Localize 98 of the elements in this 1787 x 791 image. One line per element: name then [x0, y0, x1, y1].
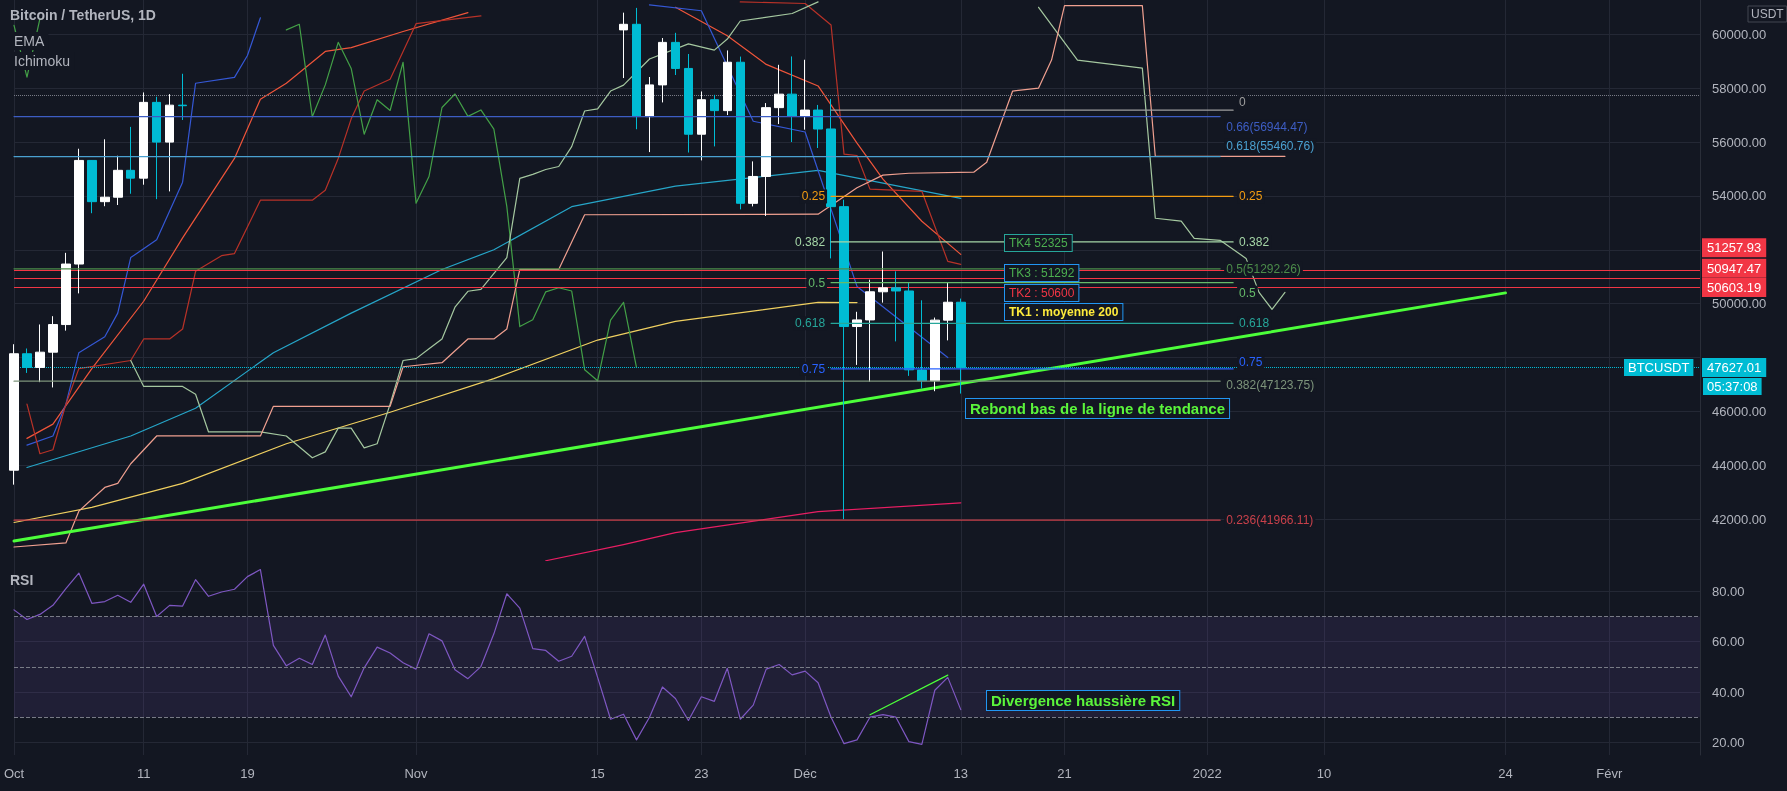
candlestick: [878, 251, 888, 304]
x-tick-label: 21: [1057, 766, 1072, 781]
text: 05:37:08: [1707, 379, 1758, 394]
y-tick-label: 60000.00: [1712, 26, 1767, 42]
ref-line-label: 47627.01: [1707, 360, 1762, 376]
candlestick: [800, 59, 810, 131]
x-tick-label: 10: [1316, 766, 1332, 781]
annotation: TK1 : moyenne 200: [1009, 305, 1119, 319]
x-tick-label: Déc: [793, 766, 818, 781]
text: 0.25: [1239, 189, 1263, 204]
line-series: [13, 301, 858, 524]
candlestick: [74, 148, 84, 294]
series-label: 0.618(55460.76): [1226, 138, 1315, 153]
annotation: Rebond bas de la ligne de tendance: [970, 400, 1226, 417]
candlestick: [813, 104, 823, 149]
x-tick-label: Oct: [3, 766, 25, 781]
text: 0.618: [1239, 316, 1270, 331]
candlestick: [774, 64, 784, 125]
series-label: 0.382(47123.75): [1226, 378, 1315, 393]
y-tick-label: 42000.00: [1712, 511, 1767, 527]
y-tick-label: 56000.00: [1712, 134, 1767, 150]
candlestick: [113, 155, 123, 206]
y-tick-label: 54000.00: [1712, 188, 1767, 204]
series-label: 0.236(41966.11): [1226, 513, 1314, 528]
series-label: 0.66(56944.47): [1226, 119, 1308, 134]
candlestick: [736, 56, 745, 210]
candlestick: [178, 73, 187, 121]
candlestick: [943, 281, 953, 341]
x-tick-label: 23: [694, 766, 709, 781]
line-series: [545, 502, 962, 561]
ref-line-label: 50603.19: [1707, 279, 1762, 295]
series-label: 0.5: [808, 275, 826, 290]
annotation: TK3 : 51292: [1009, 266, 1075, 280]
line-series: [13, 568, 962, 746]
text: 0.75: [1239, 354, 1263, 369]
annotation: Ichimoku: [14, 53, 71, 69]
candlestick: [723, 49, 732, 116]
y-axis-title: USDT: [1751, 7, 1785, 21]
series-label: 0.25: [801, 189, 826, 204]
candlestick: [632, 7, 641, 130]
x-tick-label: 15: [590, 766, 605, 781]
ref-line-label: 50947.47: [1707, 260, 1762, 276]
ref-line-label: 51257.93: [1707, 240, 1762, 256]
candlestick: [787, 55, 797, 143]
y-tick-label: 46000.00: [1712, 403, 1767, 419]
candlestick: [865, 279, 875, 383]
annotation: BTCUSDT: [1628, 360, 1690, 375]
candlestick: [87, 159, 97, 214]
candlestick: [684, 53, 693, 154]
x-tick-label: 13: [953, 766, 968, 781]
candlestick: [152, 96, 161, 200]
line-series: [26, 169, 962, 469]
candlestick: [761, 102, 771, 217]
candlestick: [165, 93, 174, 192]
candlestick: [697, 90, 706, 161]
candlestick: [710, 94, 719, 147]
y-tick-label: 80.00: [1712, 583, 1745, 599]
y-tick-label: 20.00: [1712, 734, 1745, 750]
y-tick-label: 44000.00: [1712, 457, 1767, 473]
candlestick: [658, 37, 667, 103]
series-label: 0: [1239, 95, 1247, 110]
series-label: 0.382: [795, 234, 826, 249]
series-label: 0.5(51292.26): [1226, 261, 1301, 276]
annotation: Divergence haussière RSI: [991, 692, 1176, 709]
y-tick-label: 60.00: [1712, 634, 1745, 650]
y-tick-label: 58000.00: [1712, 80, 1767, 96]
candlestick: [930, 317, 940, 392]
candlestick: [35, 323, 45, 383]
candlestick: [645, 76, 654, 153]
x-tick-label: Févr: [1596, 766, 1623, 781]
x-tick-label: Nov: [404, 766, 429, 781]
x-tick-label: 24: [1498, 766, 1513, 781]
annotation: EMA: [14, 33, 45, 49]
y-tick-label: 50000.00: [1712, 296, 1767, 312]
x-tick-label: 2022: [1192, 766, 1222, 781]
candlestick: [671, 32, 680, 76]
candlestick: [61, 252, 71, 332]
candlestick: [619, 12, 628, 79]
text: RSI: [10, 572, 34, 588]
text: Bitcoin / TetherUS, 1D: [10, 7, 156, 23]
series-label: 0.75: [801, 361, 826, 376]
candlestick: [126, 126, 135, 195]
y-tick-label: 40.00: [1712, 684, 1745, 700]
annotation: TK2 : 50600: [1009, 286, 1075, 300]
candlestick: [748, 160, 758, 207]
candlestick: [9, 343, 19, 486]
candlestick: [100, 138, 110, 207]
candlestick: [891, 270, 901, 342]
text: 0.382: [1239, 234, 1270, 249]
annotation: TK4 52325: [1009, 236, 1069, 250]
candlestick: [48, 315, 58, 388]
candlestick: [826, 98, 836, 259]
text: 0.5: [1239, 285, 1256, 300]
x-tick-label: 19: [240, 766, 255, 781]
series-label: 0.618: [795, 316, 826, 331]
x-tick-label: 11: [136, 766, 151, 781]
candlestick: [852, 311, 862, 366]
candlestick: [139, 91, 148, 186]
